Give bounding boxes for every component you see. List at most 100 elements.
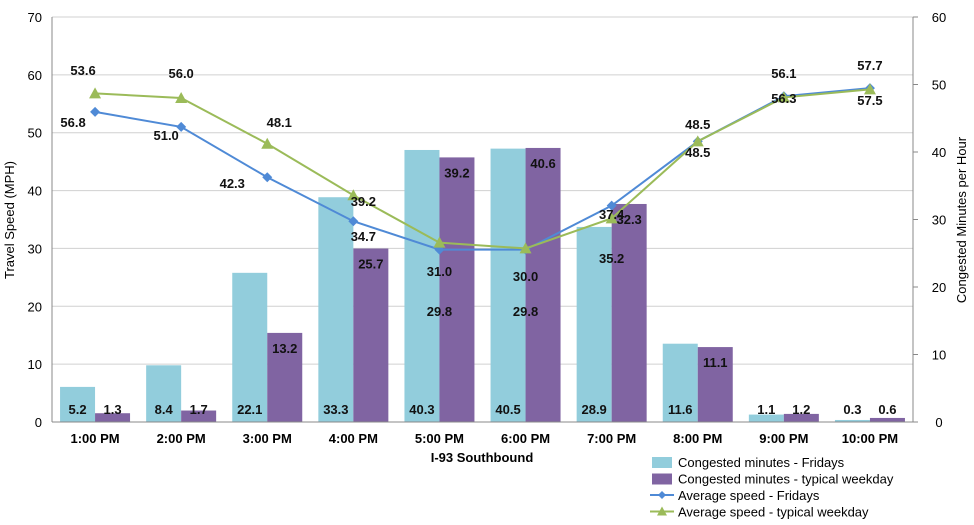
x-tick-label: 8:00 PM xyxy=(673,431,722,446)
marker-triangle xyxy=(89,87,102,99)
bar-fridays xyxy=(662,343,698,422)
y-left-tick-label: 70 xyxy=(28,10,42,25)
speed-label-typical: 56.1 xyxy=(771,66,796,81)
speed-label-typical: 35.2 xyxy=(599,251,624,266)
bar-data-label: 22.1 xyxy=(237,402,262,417)
legend-marker xyxy=(658,491,666,499)
speed-label-fridays: 51.0 xyxy=(153,128,178,143)
bar-data-label: 11.6 xyxy=(668,402,693,417)
bar-data-label: 8.4 xyxy=(155,402,174,417)
bar-data-label: 40.3 xyxy=(409,402,434,417)
bar-data-label: 1.2 xyxy=(792,402,810,417)
marker-triangle xyxy=(777,91,790,103)
bar-typical xyxy=(181,410,217,422)
speed-label-fridays: 29.8 xyxy=(513,304,538,319)
speed-label-fridays: 42.3 xyxy=(220,176,245,191)
bar-fridays xyxy=(60,386,96,422)
bar-data-label: 0.6 xyxy=(878,402,896,417)
bar-data-label: 39.2 xyxy=(444,165,469,180)
y-left-tick-label: 10 xyxy=(28,357,42,372)
bar-typical xyxy=(267,332,303,422)
marker-diamond xyxy=(606,200,617,211)
speed-label-typical: 57.5 xyxy=(857,93,882,108)
x-tick-label: 6:00 PM xyxy=(501,431,550,446)
bar-fridays xyxy=(318,197,354,422)
x-tick-label: 1:00 PM xyxy=(70,431,119,446)
bar-typical xyxy=(95,413,131,422)
legend-marker xyxy=(657,506,667,516)
bar-fridays xyxy=(748,414,784,422)
speed-label-typical: 56.8 xyxy=(60,115,85,130)
x-tick-label: 3:00 PM xyxy=(243,431,292,446)
y-right-tick-label: 50 xyxy=(932,78,946,93)
x-tick-label: 9:00 PM xyxy=(759,431,808,446)
bar-typical xyxy=(439,157,475,422)
speed-label-typical: 48.5 xyxy=(685,145,710,160)
bar-fridays xyxy=(490,148,526,422)
y-left-tick-label: 20 xyxy=(28,299,42,314)
bar-data-label: 5.2 xyxy=(69,402,87,417)
x-tick-label: 4:00 PM xyxy=(329,431,378,446)
bar-data-label: 1.1 xyxy=(757,402,775,417)
bar-typical xyxy=(697,347,733,422)
x-tick-label: 7:00 PM xyxy=(587,431,636,446)
bar-data-label: 1.7 xyxy=(190,402,208,417)
bar-data-label: 40.5 xyxy=(495,402,520,417)
marker-diamond xyxy=(90,106,101,117)
x-axis-title: I-93 Southbound xyxy=(431,450,534,465)
speed-label-fridays: 57.7 xyxy=(857,58,882,73)
speed-label-typical: 39.2 xyxy=(351,194,376,209)
marker-triangle xyxy=(605,212,618,224)
legend-label: Congested minutes - Fridays xyxy=(678,455,845,470)
bar-data-label: 0.3 xyxy=(843,402,861,417)
bar-data-label: 40.6 xyxy=(530,156,555,171)
bar-data-label: 28.9 xyxy=(581,402,606,417)
y-left-tick-label: 50 xyxy=(28,126,42,141)
bar-data-label: 1.3 xyxy=(104,402,122,417)
marker-diamond xyxy=(348,216,359,227)
marker-triangle xyxy=(175,92,188,103)
marker-diamond xyxy=(262,172,273,183)
legend-label: Average speed - Fridays xyxy=(678,488,820,503)
bar-typical xyxy=(611,203,647,422)
y-right-tick-label: 0 xyxy=(935,415,942,430)
speed-label-typical: 56.0 xyxy=(168,66,193,81)
bar-fridays xyxy=(404,149,440,422)
speed-label-fridays: 48.5 xyxy=(685,117,710,132)
line-typical xyxy=(94,88,871,250)
marker-triangle xyxy=(863,83,876,95)
bar-fridays xyxy=(146,365,182,422)
speed-label-typical: 30.0 xyxy=(513,269,538,284)
y-right-tick-label: 60 xyxy=(932,10,946,25)
bar-fridays xyxy=(576,226,612,422)
y-right-tick-label: 10 xyxy=(932,348,946,363)
bar-typical xyxy=(869,417,905,422)
bar-fridays xyxy=(834,419,870,422)
bar-typical xyxy=(525,147,561,422)
legend-swatch xyxy=(652,473,672,485)
speed-label-typical: 48.1 xyxy=(267,115,292,130)
y-left-tick-label: 30 xyxy=(28,241,42,256)
y-right-tick-label: 40 xyxy=(932,145,946,160)
marker-triangle xyxy=(691,135,704,147)
x-tick-label: 2:00 PM xyxy=(157,431,206,446)
speed-label-fridays: 37.4 xyxy=(599,207,625,222)
speed-label-fridays: 53.6 xyxy=(70,63,95,78)
bar-typical xyxy=(353,248,389,422)
legend: Congested minutes - Fridays Congested min… xyxy=(650,455,894,520)
y-left-tick-label: 0 xyxy=(35,415,42,430)
speed-label-typical: 31.0 xyxy=(427,264,452,279)
y-right-tick-label: 30 xyxy=(932,213,946,228)
bar-data-label: 13.2 xyxy=(272,341,297,356)
bar-data-label: 25.7 xyxy=(358,257,383,272)
legend-swatch xyxy=(652,457,672,468)
legend-label: Congested minutes - typical weekday xyxy=(678,472,894,487)
y-left-tick-label: 40 xyxy=(28,184,42,199)
speed-label-fridays: 56.3 xyxy=(771,91,796,106)
bar-data-label: 32.3 xyxy=(616,212,641,227)
speed-label-fridays: 34.7 xyxy=(351,229,376,244)
marker-triangle xyxy=(347,189,360,201)
legend-label: Average speed - typical weekday xyxy=(678,505,869,520)
